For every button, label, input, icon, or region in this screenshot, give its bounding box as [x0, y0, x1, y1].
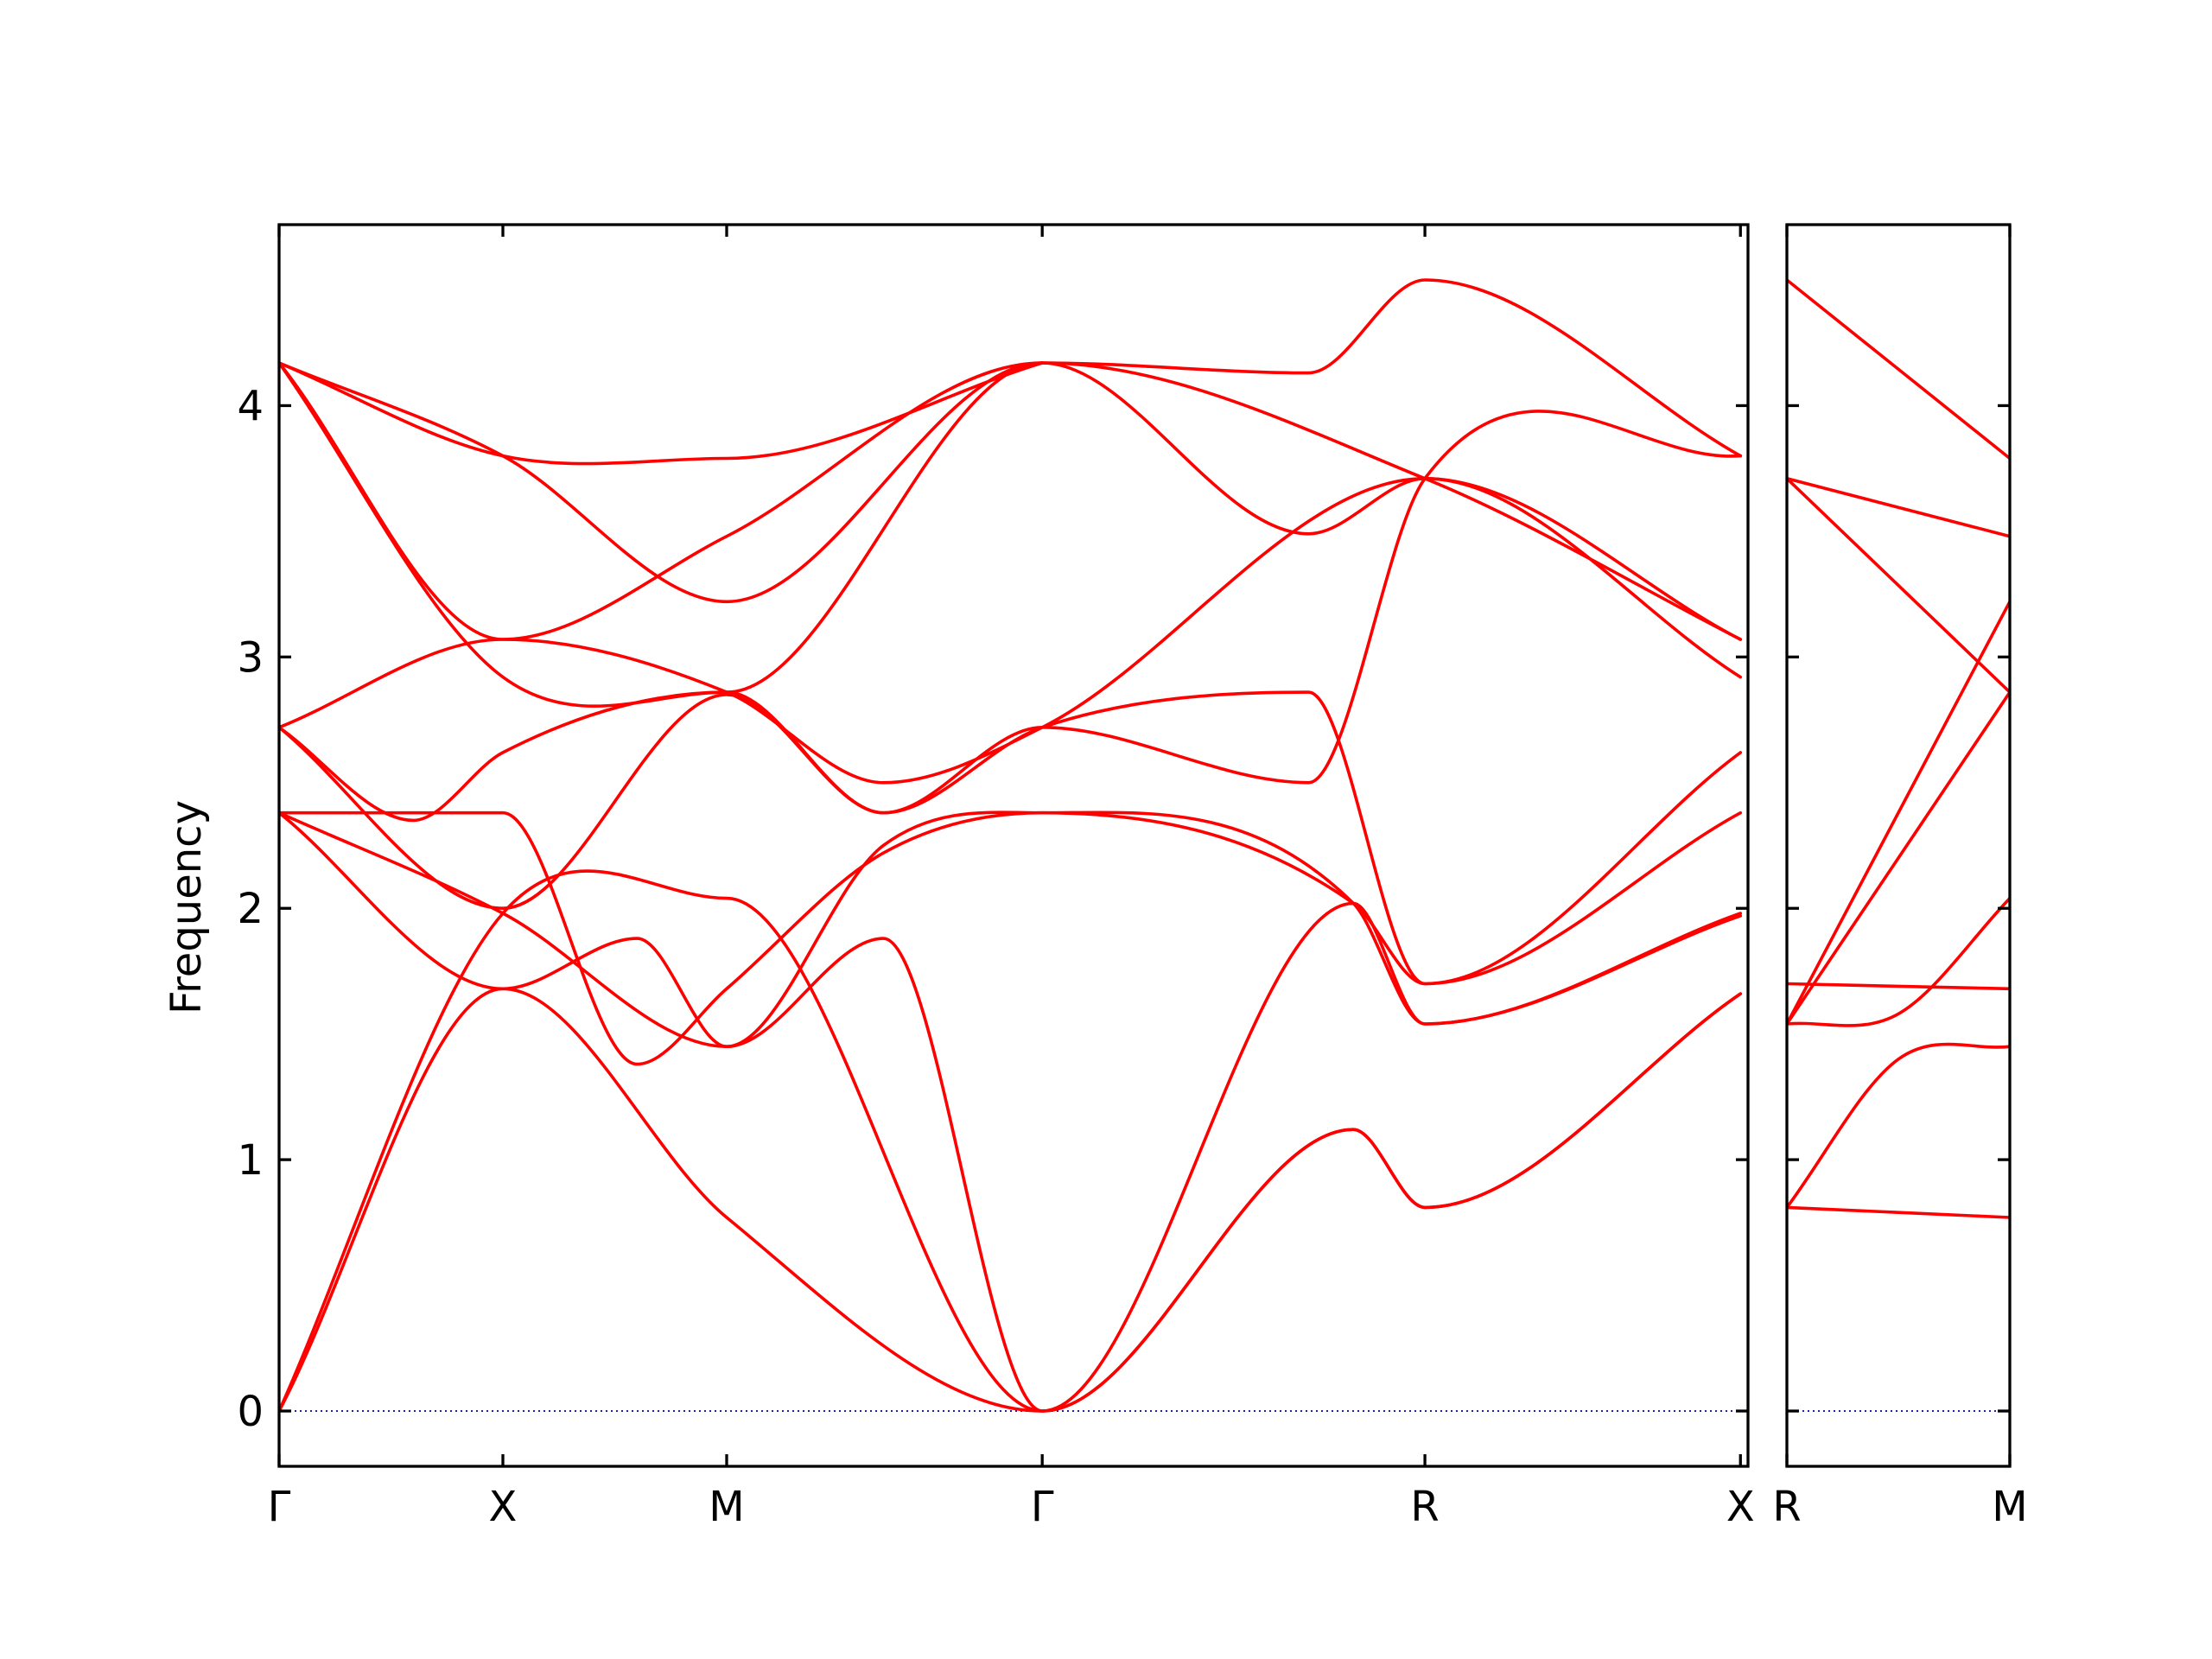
- band-line-main-6: [279, 410, 1743, 910]
- y-tick-label: 1: [237, 1136, 264, 1185]
- y-tick-label: 3: [237, 633, 264, 682]
- band-line-right-8: [1787, 477, 2010, 538]
- band-line-main-12: [279, 361, 1044, 466]
- x-tick-label-main-3: M: [709, 1483, 744, 1531]
- main-panel: 0 1 2 3 4 Γ X M Γ R X: [237, 223, 1755, 1531]
- x-tick-label-main-2: X: [489, 1483, 518, 1531]
- x-tick-label-main-4: Γ: [1031, 1483, 1054, 1531]
- x-tick-label-right-1: R: [1772, 1483, 1801, 1531]
- x-tick-label-main-5: R: [1410, 1483, 1439, 1531]
- axes-frame: [1785, 223, 2012, 1468]
- band-line-main-2: [279, 987, 1743, 1413]
- x-tick-label-main-1: Γ: [268, 1483, 291, 1531]
- band-line-right-1: [1787, 1205, 2010, 1219]
- band-line-right-7: [1787, 477, 2010, 694]
- band-line-main-9: [279, 361, 1743, 708]
- band-line-main-10: [279, 361, 1743, 641]
- band-line-main-4: [279, 810, 1743, 1048]
- y-tick-label: 4: [237, 382, 264, 430]
- y-tick-label: 0: [237, 1388, 264, 1436]
- band-line-main-7: [279, 690, 1743, 986]
- x-tick-label-right-2: M: [1992, 1483, 2027, 1531]
- band-line-main-11: [279, 278, 1743, 604]
- band-line-main-1: [279, 869, 1743, 1413]
- x-tick-label-main-6: X: [1726, 1483, 1755, 1531]
- band-line-main-5: [279, 810, 1743, 1066]
- band-line-right-5: [1787, 982, 2010, 991]
- axes-frame: [277, 223, 1750, 1468]
- y-tick-label: 2: [237, 885, 264, 933]
- band-line-right-6: [1787, 600, 2010, 1026]
- band-line-right-4: [1787, 690, 2010, 1026]
- y-axis-label: Frequency: [162, 800, 211, 1014]
- band-line-main-3: [279, 810, 1743, 1413]
- band-line-right-2: [1787, 1042, 2010, 1210]
- band-line-right-3: [1787, 896, 2010, 1027]
- band-line-right-9: [1787, 278, 2010, 461]
